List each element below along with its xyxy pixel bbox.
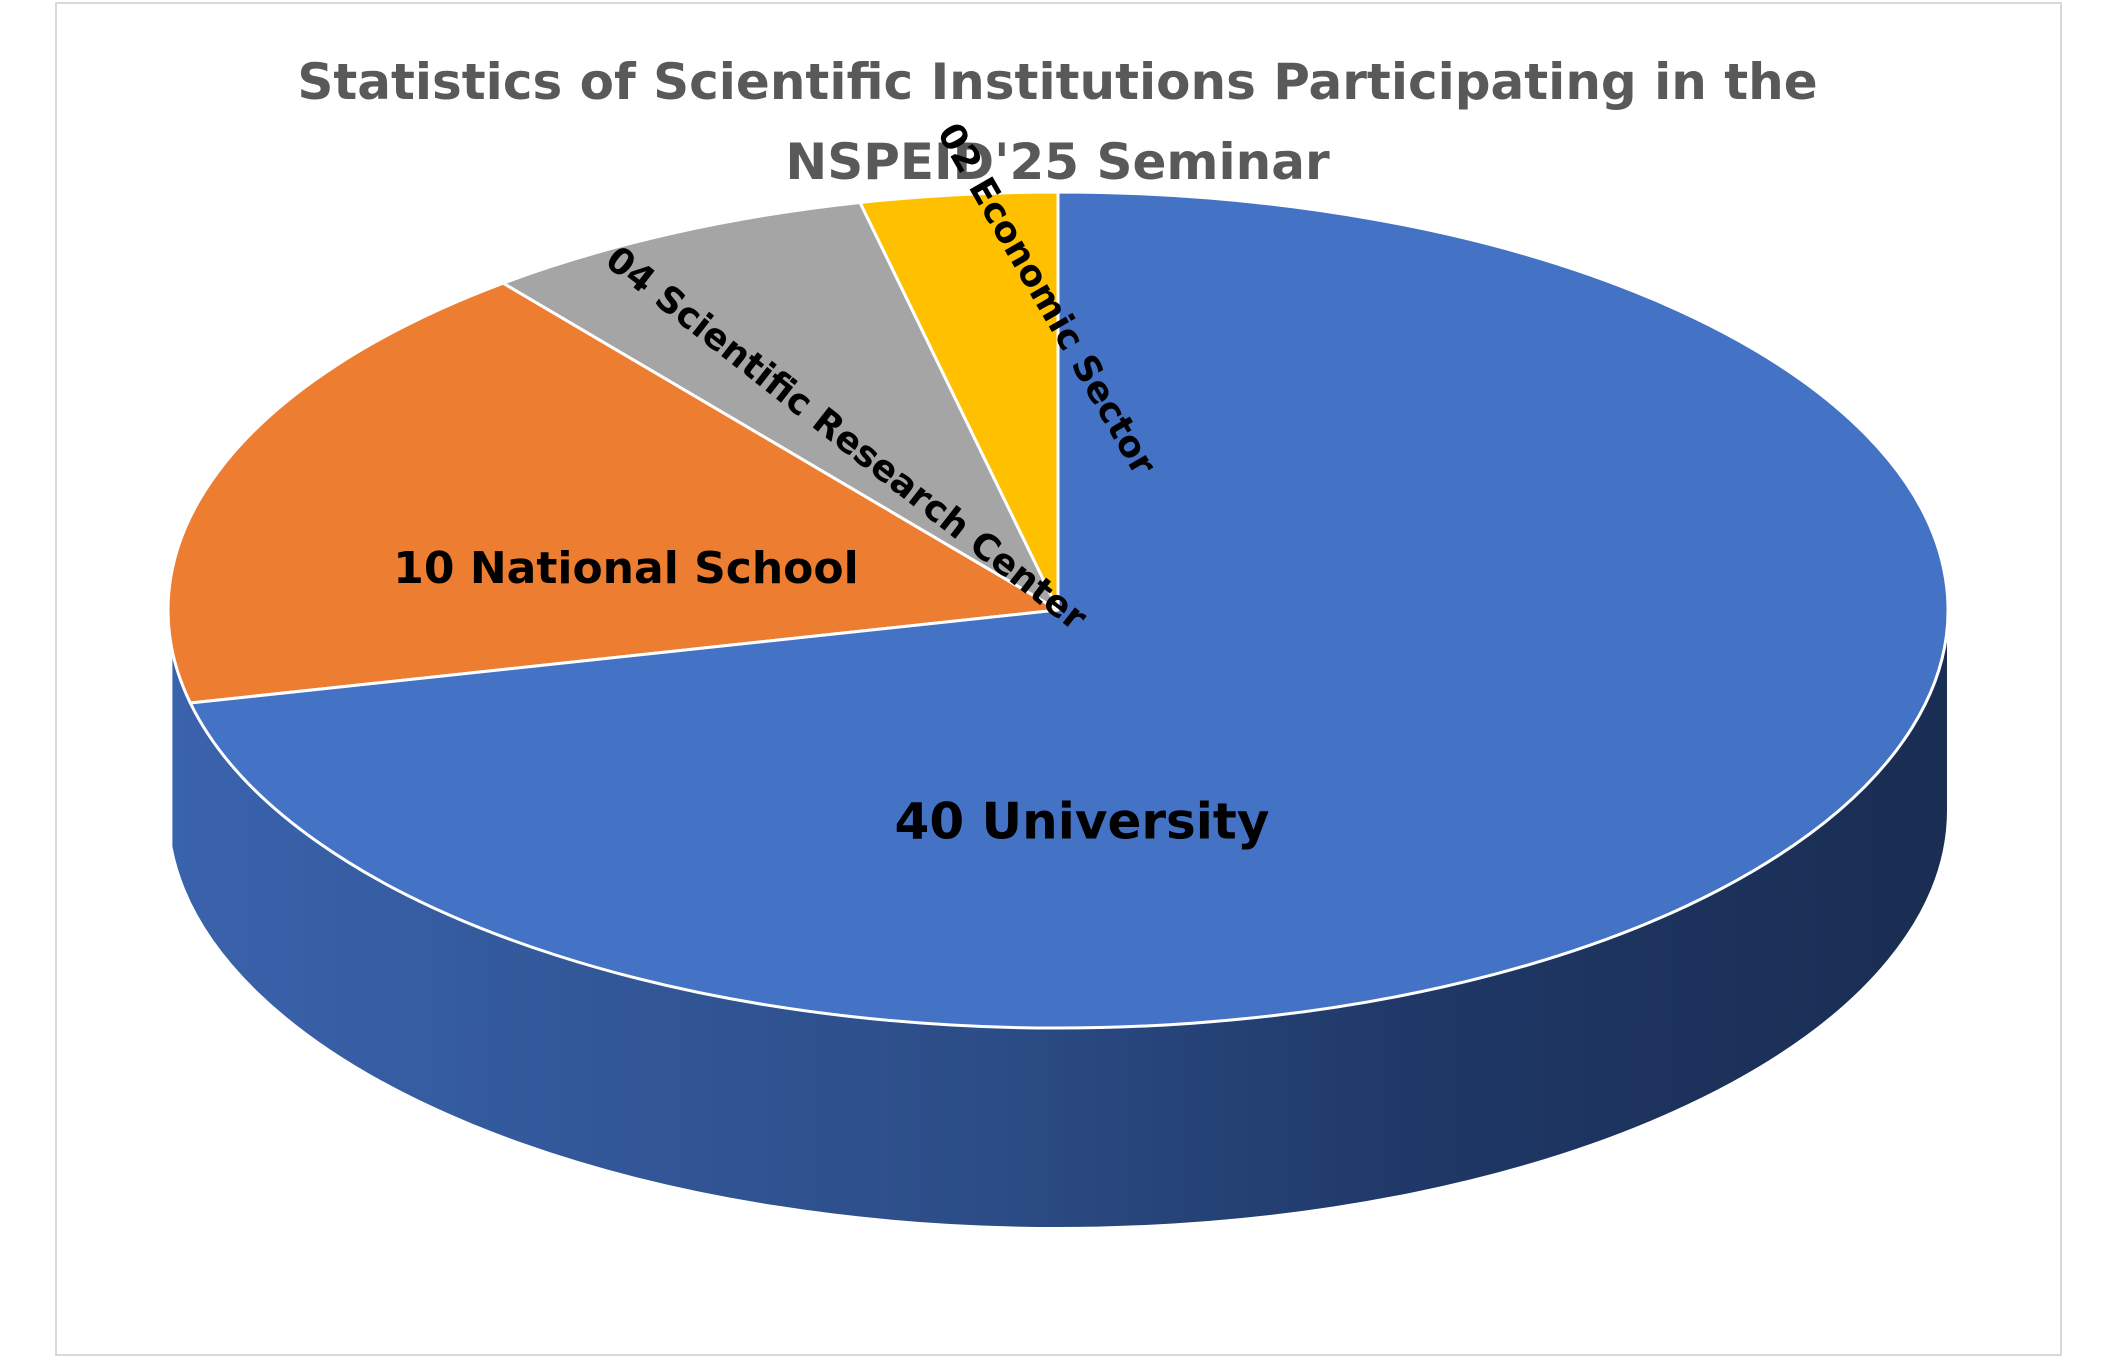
- slice-40-university: [188, 190, 1950, 1030]
- chart-title-line-2: NSPEID'25 Seminar: [785, 133, 1330, 191]
- chart-title-line-1: Statistics of Scientific Institutions Pa…: [297, 53, 1818, 111]
- pie-top-layer: [166, 190, 1950, 1030]
- slice-label-10-national-school: 10 National School: [393, 543, 858, 594]
- slice-10-national-school: [166, 281, 1060, 705]
- slice-label-40-university: 40 University: [895, 793, 1270, 851]
- slice-04-scientific-research-center: [501, 200, 1060, 612]
- chart-title: Statistics of Scientific Institutions Pa…: [0, 42, 2115, 202]
